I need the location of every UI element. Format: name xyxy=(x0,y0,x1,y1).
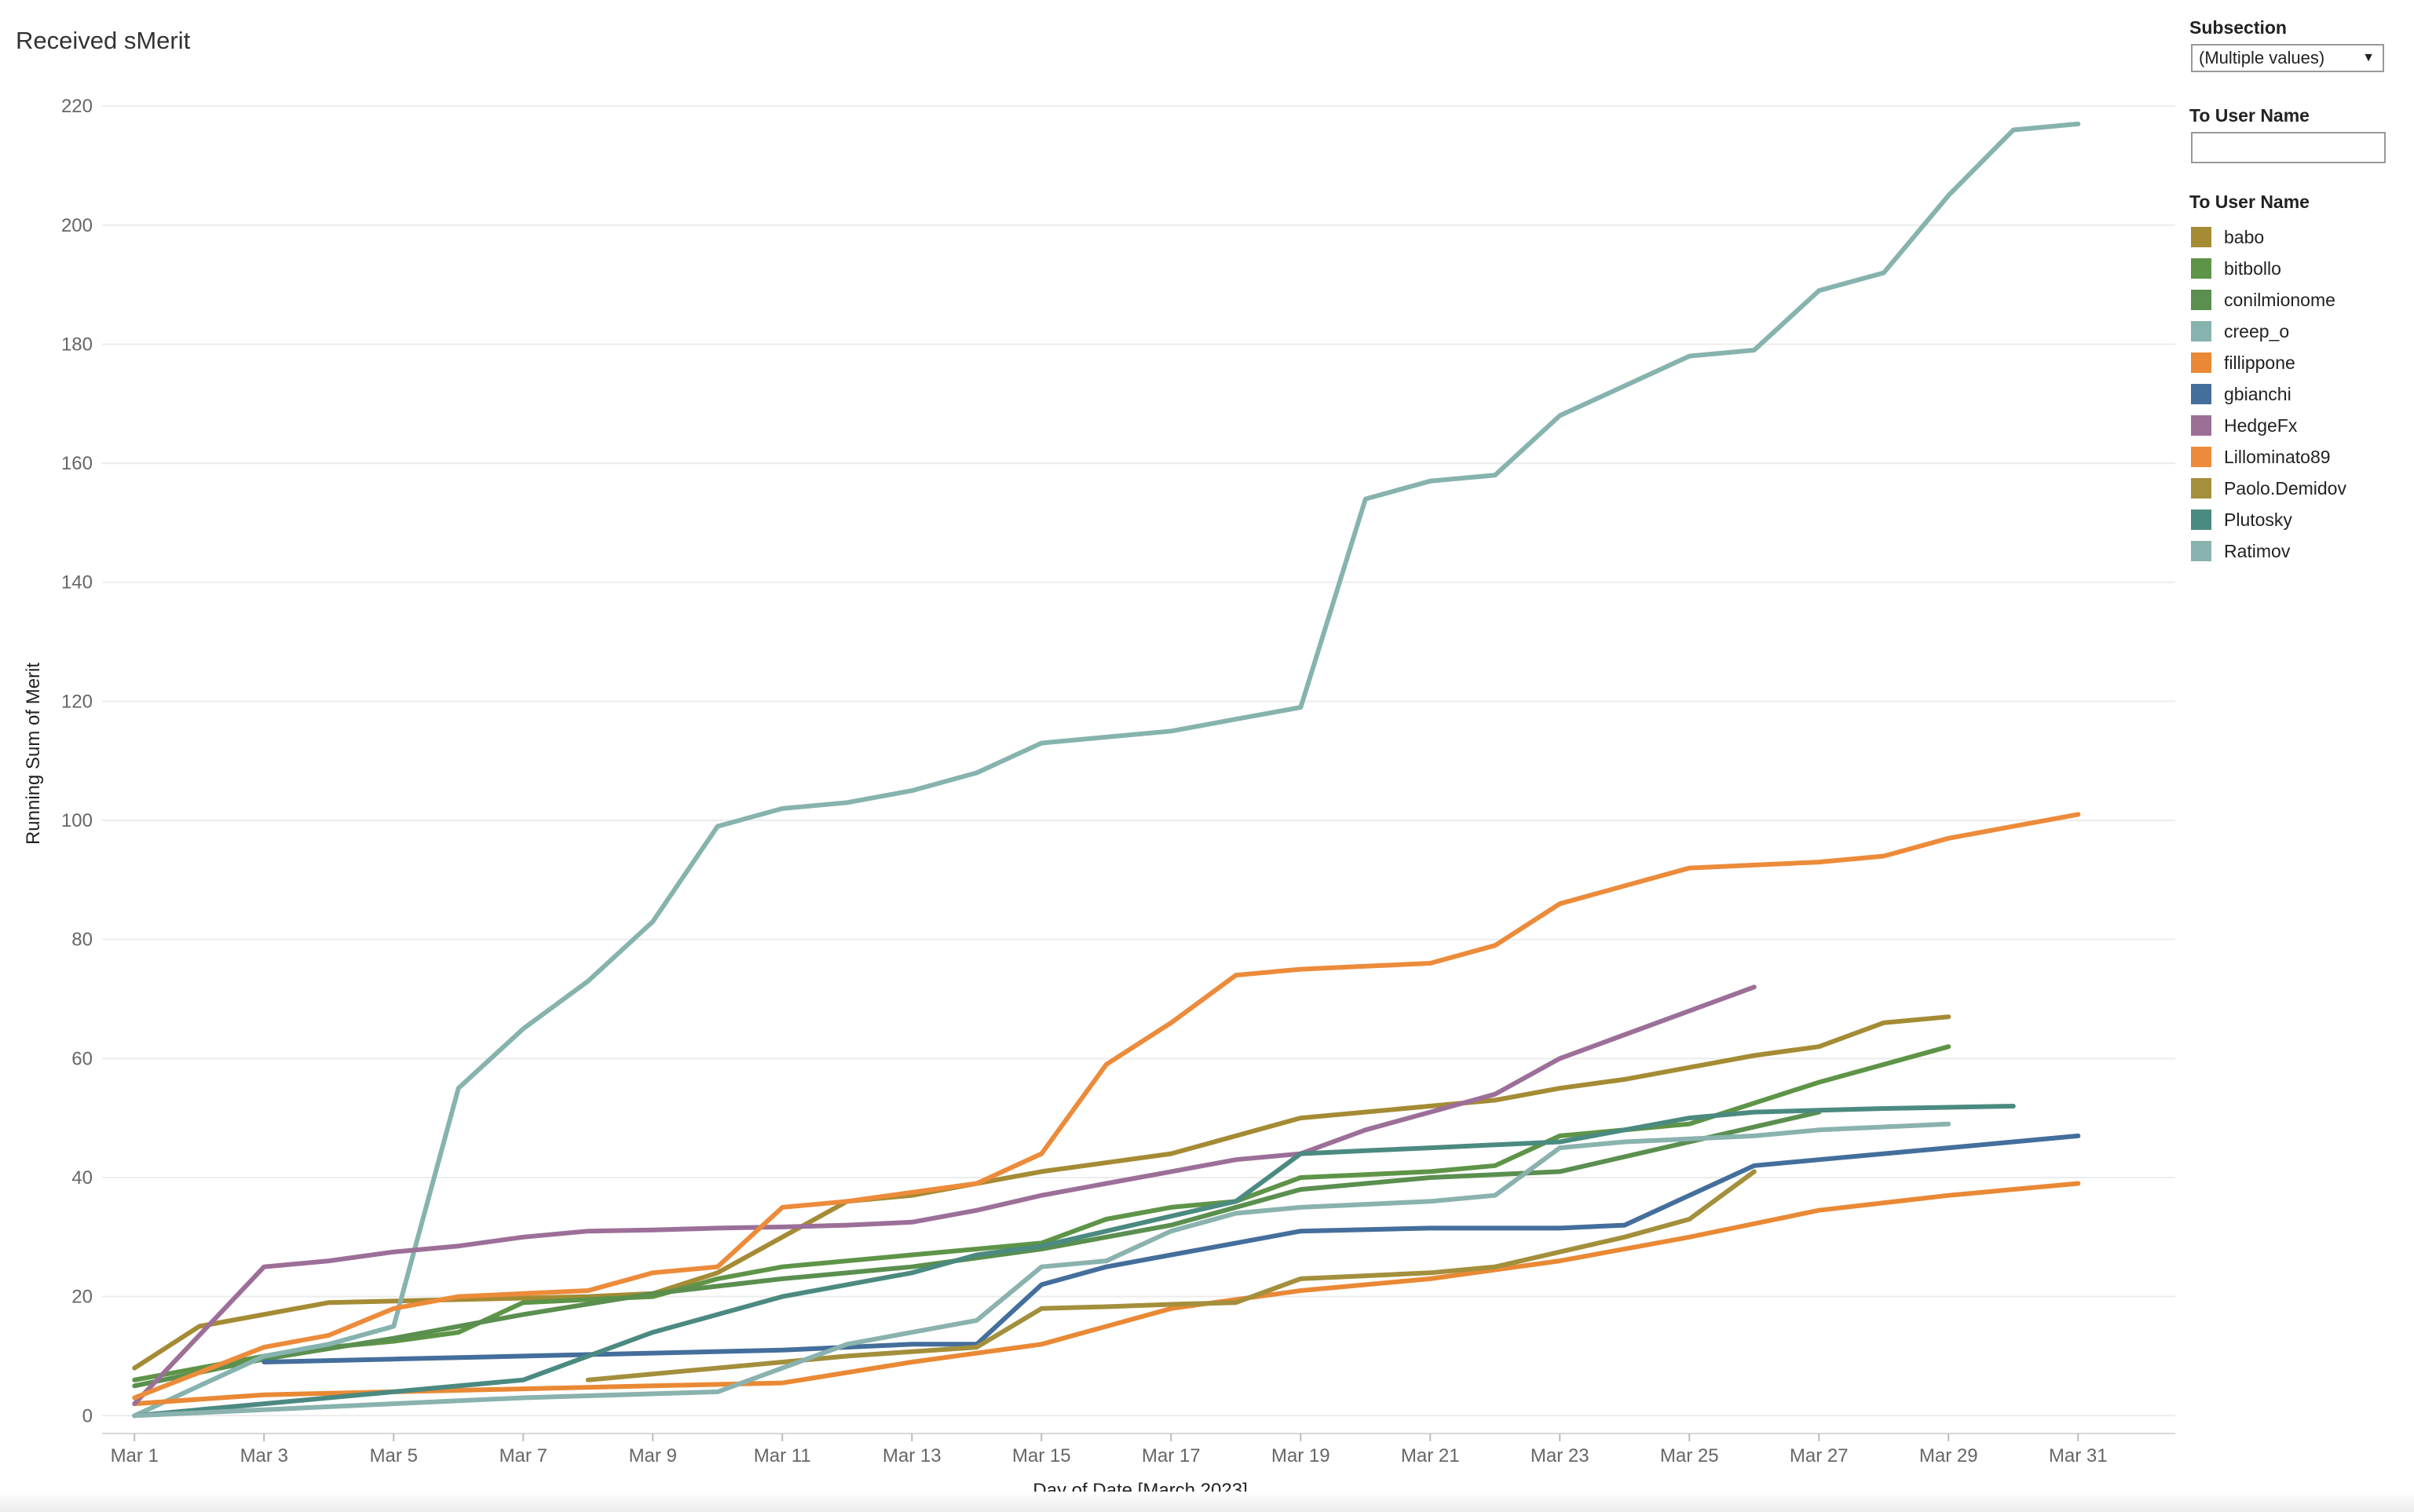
y-axis-title: Running Sum of Merit xyxy=(23,663,44,845)
y-tick-label: 20 xyxy=(71,1287,93,1308)
legend-label: Paolo.Demidov xyxy=(2224,477,2346,499)
legend-label: Plutosky xyxy=(2224,509,2292,530)
legend: babo bitbollo conilmionome creep_o fillippon… xyxy=(2191,221,2346,567)
y-tick-label: 180 xyxy=(61,334,93,355)
legend-swatch xyxy=(2191,541,2211,561)
legend-label: Lillominato89 xyxy=(2224,446,2331,467)
subsection-dropdown[interactable]: (Multiple values) ▼ xyxy=(2191,44,2384,72)
legend-item[interactable]: Lillominato89 xyxy=(2191,441,2346,473)
legend-item[interactable]: conilmionome xyxy=(2191,284,2346,316)
x-tick-label: Mar 7 xyxy=(499,1445,547,1466)
legend-item[interactable]: creep_o xyxy=(2191,316,2346,347)
chart-title: Received sMerit xyxy=(16,27,191,54)
legend-swatch xyxy=(2191,290,2211,310)
user-search-label: To User Name xyxy=(2189,105,2310,126)
y-tick-label: 40 xyxy=(71,1167,93,1189)
legend-swatch xyxy=(2191,384,2211,404)
legend-item[interactable]: babo xyxy=(2191,221,2346,253)
x-tick-label: Mar 27 xyxy=(1790,1445,1849,1466)
x-tick-label: Mar 3 xyxy=(240,1445,288,1466)
legend-label: bitbollo xyxy=(2224,257,2281,279)
y-tick-label: 220 xyxy=(61,96,93,117)
series-line-ratimov[interactable] xyxy=(132,1121,1951,1419)
legend-item[interactable]: HedgeFx xyxy=(2191,410,2346,441)
y-tick-label: 80 xyxy=(71,929,93,951)
y-tick-label: 200 xyxy=(61,215,93,236)
legend-swatch xyxy=(2191,258,2211,279)
user-name-search-input[interactable] xyxy=(2191,132,2386,163)
legend-swatch xyxy=(2191,227,2211,247)
subsection-filter-label: Subsection xyxy=(2189,17,2287,38)
x-tick-label: Mar 5 xyxy=(370,1445,418,1466)
legend-item[interactable]: fillippone xyxy=(2191,347,2346,378)
legend-swatch xyxy=(2191,509,2211,530)
legend-swatch xyxy=(2191,352,2211,373)
y-tick-label: 0 xyxy=(82,1405,93,1426)
x-tick-label: Mar 31 xyxy=(2049,1445,2108,1466)
x-tick-label: Mar 15 xyxy=(1012,1445,1071,1466)
x-tick-label: Mar 11 xyxy=(754,1445,811,1466)
gridlines xyxy=(102,105,2175,1417)
legend-item[interactable]: bitbollo xyxy=(2191,253,2346,284)
legend-item[interactable]: Ratimov xyxy=(2191,535,2346,567)
legend-label: conilmionome xyxy=(2224,289,2335,310)
dropdown-arrow-icon: ▼ xyxy=(2362,51,2375,64)
series-line-hedgefx[interactable] xyxy=(132,984,1757,1407)
legend-label: creep_o xyxy=(2224,320,2290,341)
subsection-dropdown-value: (Multiple values) xyxy=(2199,48,2325,68)
x-tick-label: Mar 1 xyxy=(111,1445,159,1466)
x-tick-label: Mar 13 xyxy=(883,1445,942,1466)
x-tick-label: Mar 25 xyxy=(1660,1445,1719,1466)
x-tick-label: Mar 29 xyxy=(1919,1445,1978,1466)
x-tick-label: Mar 17 xyxy=(1142,1445,1201,1466)
series-line-paolo-demidov[interactable] xyxy=(585,1169,1757,1382)
legend-item[interactable]: gbianchi xyxy=(2191,378,2346,410)
legend-swatch xyxy=(2191,415,2211,436)
y-tick-label: 160 xyxy=(61,453,93,474)
series-line-gbianchi[interactable] xyxy=(262,1133,2081,1364)
legend-swatch xyxy=(2191,478,2211,499)
legend-item[interactable]: Plutosky xyxy=(2191,504,2346,535)
y-tick-label: 120 xyxy=(61,691,93,712)
legend-label: fillippone xyxy=(2224,352,2295,373)
x-tick-label: Mar 21 xyxy=(1401,1445,1460,1466)
series-line-plutosky[interactable] xyxy=(132,1104,2016,1419)
series-line-conilmionome[interactable] xyxy=(132,1109,1822,1389)
series-line-babo[interactable] xyxy=(132,1014,1951,1371)
x-tick-label: Mar 9 xyxy=(629,1445,677,1466)
legend-item[interactable]: Paolo.Demidov xyxy=(2191,473,2346,504)
series-line-fillippone[interactable] xyxy=(132,1181,2081,1407)
legend-swatch xyxy=(2191,447,2211,467)
y-tick-label: 140 xyxy=(61,572,93,593)
series-line-creep-o[interactable] xyxy=(132,121,2081,1419)
series-line-lillominato89[interactable] xyxy=(132,812,2081,1401)
bottom-edge xyxy=(0,1492,2414,1512)
y-tick-label: 60 xyxy=(71,1048,93,1069)
x-tick-label: Mar 23 xyxy=(1531,1445,1589,1466)
axes: 0 20 40 60 80 100 120 140 160 180 200 220 Mar 1 Mar 3… xyxy=(61,96,2175,1466)
series-lines xyxy=(132,121,2081,1419)
y-tick-label: 100 xyxy=(61,810,93,831)
legend-title: To User Name xyxy=(2189,192,2310,212)
legend-label: Ratimov xyxy=(2224,540,2291,561)
x-tick-label: Mar 19 xyxy=(1271,1445,1330,1466)
series-line-bitbollo[interactable] xyxy=(132,1044,1951,1382)
legend-swatch xyxy=(2191,321,2211,341)
legend-label: HedgeFx xyxy=(2224,415,2298,436)
legend-label: babo xyxy=(2224,226,2265,247)
legend-label: gbianchi xyxy=(2224,383,2291,404)
